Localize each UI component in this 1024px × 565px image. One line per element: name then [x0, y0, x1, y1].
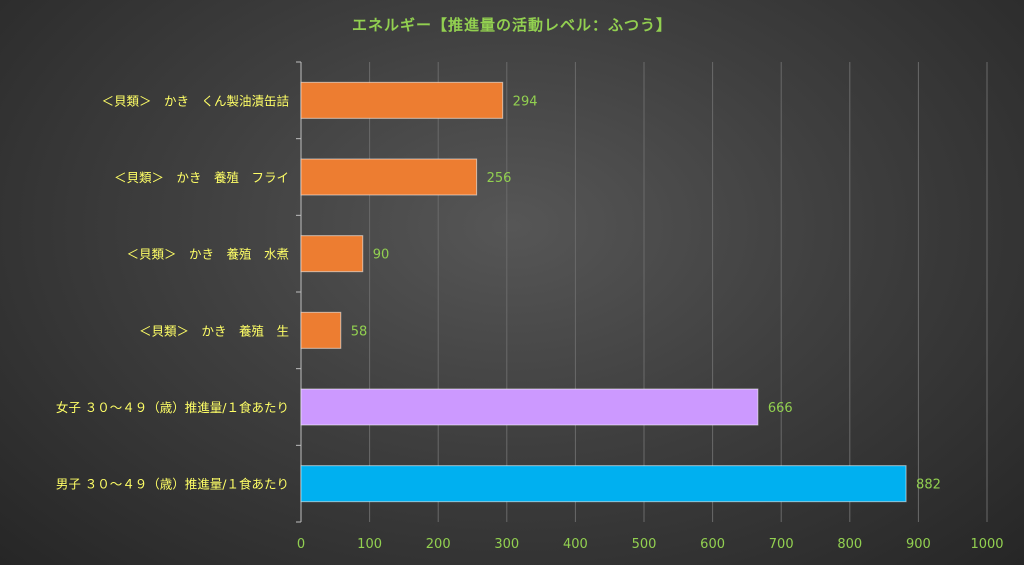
category-label: ＜貝類＞ かき 養殖 生 — [139, 323, 289, 338]
x-tick-label: 1000 — [970, 537, 1003, 552]
category-label: 女子 ３０～４９（歳）推進量/１食あたり — [56, 400, 289, 415]
data-label: 294 — [513, 94, 538, 109]
data-label: 90 — [373, 248, 390, 263]
x-tick-label: 100 — [357, 537, 382, 552]
bar — [300, 465, 907, 503]
x-tick-label: 900 — [906, 537, 931, 552]
category-label: ＜貝類＞ かき 養殖 水煮 — [126, 247, 289, 262]
data-label: 58 — [351, 324, 368, 339]
category-label: ＜貝類＞ かき くん製油漬缶詰 — [101, 93, 289, 108]
x-tick-label: 0 — [297, 537, 305, 552]
bar — [300, 81, 504, 119]
chart-title: エネルギー【推進量の活動レベル：ふつう】 — [351, 16, 672, 34]
bar — [300, 158, 478, 196]
x-tick-label: 800 — [837, 537, 862, 552]
data-label: 882 — [916, 478, 941, 493]
data-label: 666 — [768, 401, 793, 416]
x-tick-label: 600 — [700, 537, 725, 552]
x-tick-label: 300 — [494, 537, 519, 552]
x-tick-label: 400 — [563, 537, 588, 552]
category-label: 男子 ３０～４９（歳）推進量/１食あたり — [56, 477, 289, 492]
bar — [300, 388, 759, 426]
x-tick-label: 700 — [769, 537, 794, 552]
x-tick-label: 200 — [426, 537, 451, 552]
bar — [300, 235, 364, 273]
x-tick-label: 500 — [632, 537, 657, 552]
bar — [300, 311, 342, 349]
data-label: 256 — [487, 171, 512, 186]
category-label: ＜貝類＞ かき 養殖 フライ — [114, 170, 289, 185]
